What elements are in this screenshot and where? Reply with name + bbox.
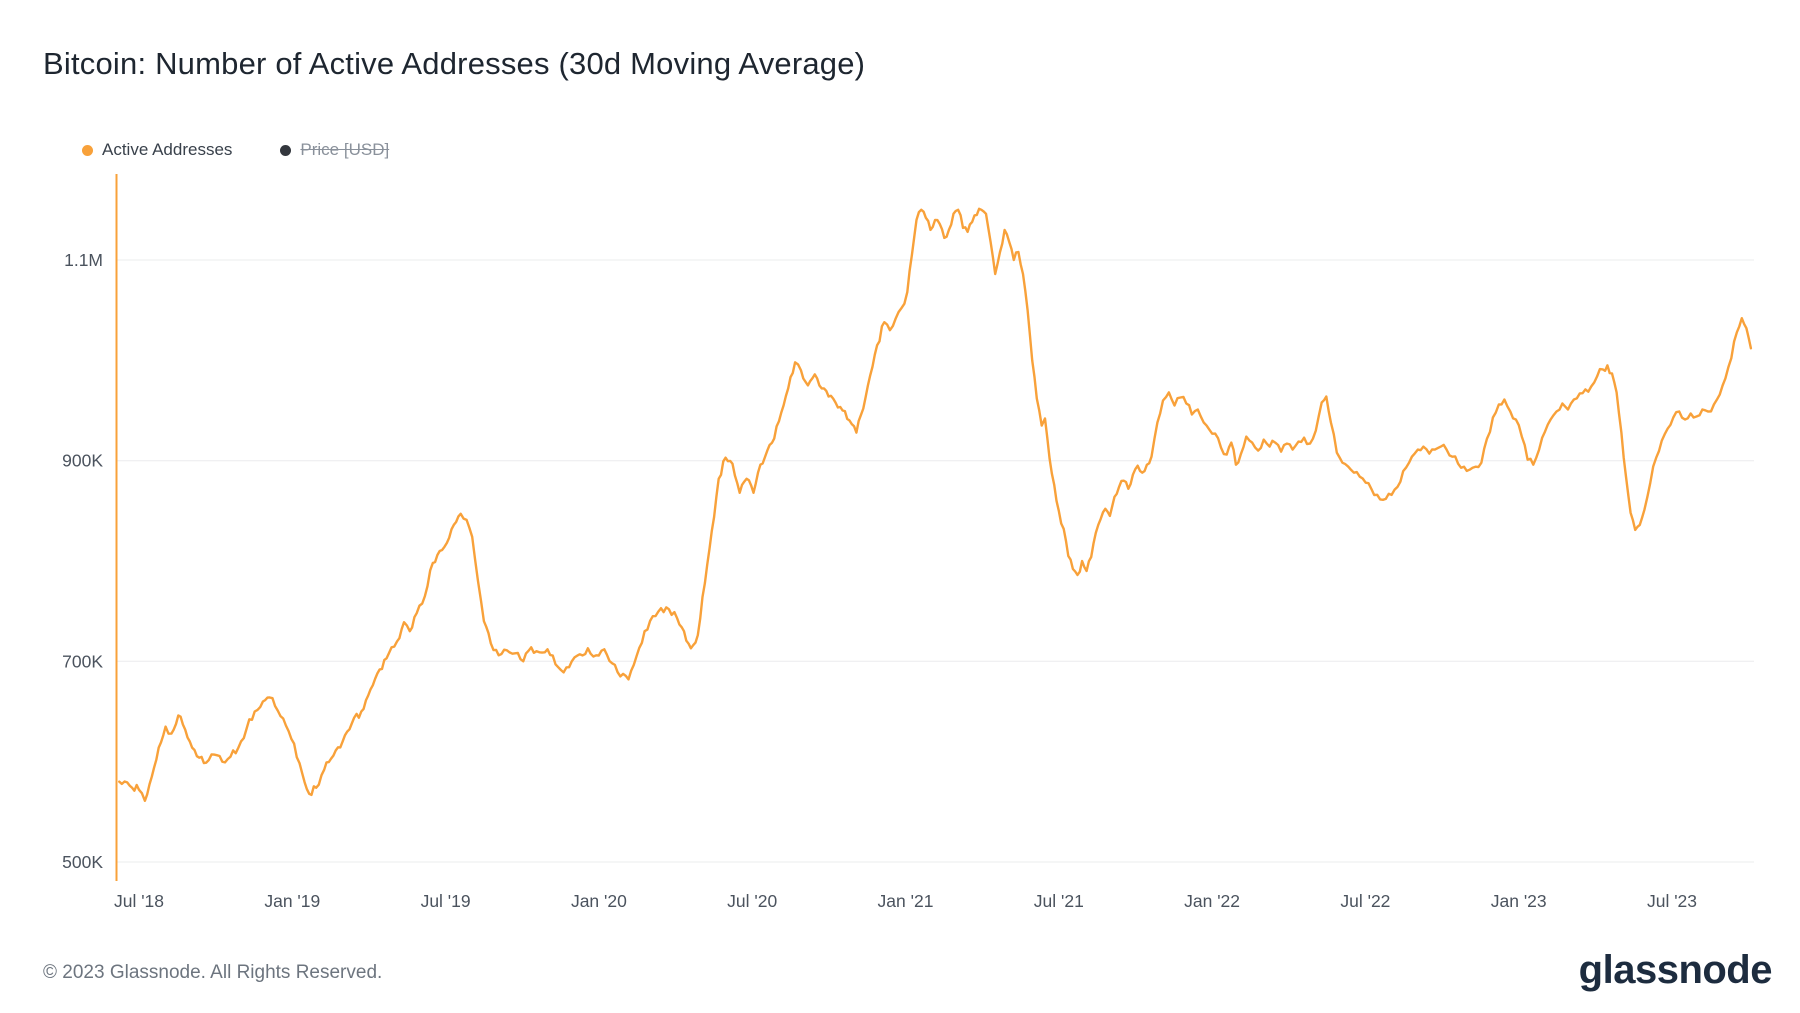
legend: Active Addresses Price [USD] <box>82 140 389 160</box>
x-axis-label: Jan '20 <box>571 891 627 911</box>
price-usd-dot-icon <box>280 144 292 156</box>
x-axis-label: Jul '19 <box>421 891 471 911</box>
x-axis-label: Jan '23 <box>1491 891 1547 911</box>
y-axis-label: 700K <box>62 651 103 671</box>
copyright-text: © 2023 Glassnode. All Rights Reserved. <box>43 962 383 983</box>
x-axis-label: Jan '19 <box>264 891 320 911</box>
legend-item-active-addresses[interactable]: Active Addresses <box>82 140 232 160</box>
x-axis-label: Jul '22 <box>1340 891 1390 911</box>
legend-label-price-usd: Price [USD] <box>300 140 390 159</box>
x-axis-label: Jul '21 <box>1034 891 1084 911</box>
glassnode-logo: glassnode <box>1578 948 1773 992</box>
active-addresses-dot-icon <box>82 144 93 156</box>
x-axis-label: Jul '18 <box>114 891 164 911</box>
legend-label-active-addresses: Active Addresses <box>102 140 233 159</box>
y-axis-label: 900K <box>62 451 103 471</box>
y-axis-label: 500K <box>62 852 103 872</box>
legend-item-price-usd[interactable]: Price [USD] <box>280 140 389 160</box>
y-axis-label: 1.1M <box>64 250 103 270</box>
active-addresses-line <box>118 207 1753 802</box>
chart-plot-area[interactable] <box>116 174 1754 881</box>
x-axis-label: Jan '21 <box>878 891 934 911</box>
x-axis-label: Jul '20 <box>727 891 777 911</box>
x-axis-label: Jul '23 <box>1647 891 1697 911</box>
x-axis-label: Jan '22 <box>1184 891 1240 911</box>
page-title: Bitcoin: Number of Active Addresses (30d… <box>43 46 866 81</box>
